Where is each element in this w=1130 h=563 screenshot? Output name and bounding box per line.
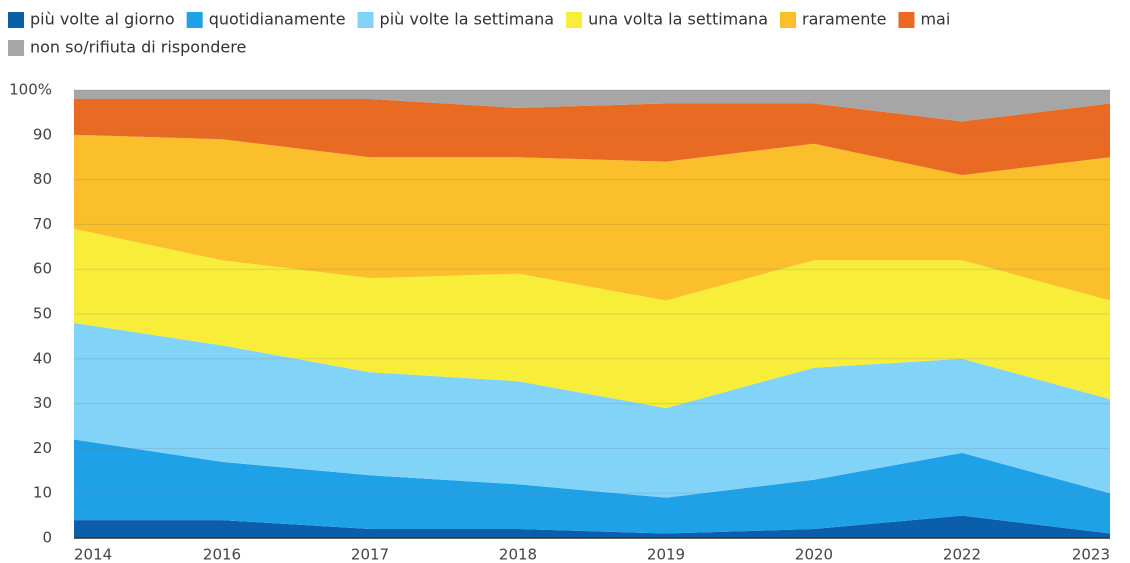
legend-swatch	[898, 12, 915, 28]
x-tick-label: 2022	[943, 546, 981, 563]
y-tick-label: 50	[33, 305, 52, 323]
legend-swatch	[8, 40, 24, 56]
x-tick-label: 2014	[74, 546, 112, 563]
legend-label: più volte al giorno	[30, 10, 175, 29]
legend-label: quotidianamente	[209, 10, 346, 29]
area	[74, 228, 1110, 409]
legend-swatch	[357, 12, 374, 28]
legend-swatch	[186, 12, 203, 28]
x-tick-label: 2017	[351, 546, 389, 563]
legend-swatch	[8, 12, 24, 28]
legend-label: mai	[920, 10, 950, 29]
legend-label: raramente	[802, 10, 886, 29]
legend-label: più volte la settimana	[380, 10, 555, 29]
y-tick-label: 90	[33, 125, 52, 143]
y-tick-label: 30	[33, 394, 52, 412]
y-tick-label: 20	[33, 439, 52, 457]
area	[74, 90, 1110, 122]
area	[74, 322, 1110, 498]
y-tick-label: 0	[42, 529, 52, 547]
y-tick-label: 80	[33, 170, 52, 188]
y-tick-label: 70	[33, 215, 52, 233]
area	[74, 98, 1110, 176]
x-tick-label: 2023	[1072, 546, 1110, 563]
legend-swatch	[780, 12, 796, 28]
legend-label: una volta la settimana	[588, 10, 768, 29]
y-tick-label: 60	[33, 260, 52, 278]
legend-label: non so/rifiuta di rispondere	[30, 38, 246, 57]
area	[74, 515, 1110, 538]
area	[74, 439, 1110, 534]
x-tick-label: 2018	[499, 546, 537, 563]
y-tick-label: 100%	[9, 81, 52, 99]
legend-swatch	[566, 12, 583, 28]
x-tick-label: 2020	[795, 546, 833, 563]
x-tick-label: 2019	[647, 546, 685, 563]
area	[74, 134, 1110, 301]
y-tick-label: 40	[33, 349, 52, 367]
y-tick-label: 10	[33, 484, 52, 502]
x-tick-label: 2016	[203, 546, 241, 563]
